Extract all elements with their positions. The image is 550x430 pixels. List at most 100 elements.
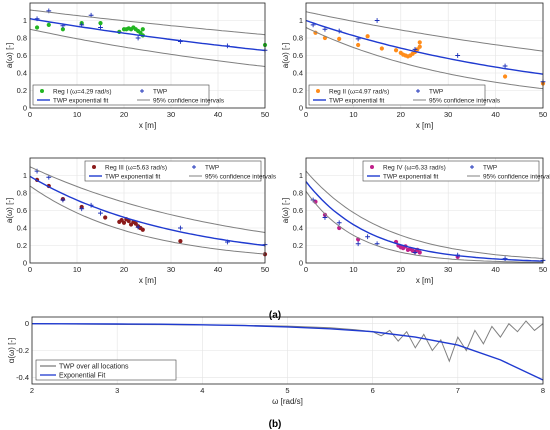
legend-box — [362, 160, 540, 182]
y-tick-label: 0 — [25, 319, 29, 328]
y-tick-label: 0.8 — [293, 34, 303, 43]
x-tick-label: 30 — [444, 110, 452, 119]
y-tick-label: 0 — [23, 104, 27, 113]
legend-swatch — [140, 89, 144, 93]
legend-box — [35, 359, 177, 381]
twp-point — [502, 63, 508, 69]
data-point — [322, 212, 328, 217]
data-point — [502, 74, 508, 79]
legend: Reg II (ω=4.97 rad/s) TWP TWP exponential … — [308, 84, 500, 106]
legend-entry: 95% confidence intervals — [429, 98, 500, 105]
x-axis-label: x [m] — [139, 276, 156, 285]
x-tick-label: 3 — [115, 386, 119, 395]
legend-entry: Reg II (ω=4.97 rad/s) — [329, 89, 389, 96]
twp-point — [60, 197, 66, 203]
y-tick-label: 0.2 — [17, 241, 27, 250]
legend-entry: 95% confidence intervals — [205, 174, 276, 181]
y-tick-label: 0.8 — [17, 189, 27, 198]
plot-frame — [29, 157, 266, 264]
y-tick-label: -0.4 — [16, 373, 29, 382]
y-tick-label: 1 — [299, 171, 303, 180]
x-tick-label: 40 — [214, 110, 222, 119]
y-tick-label: 0.6 — [17, 206, 27, 215]
x-tick-label: 10 — [73, 265, 81, 274]
twp-point — [502, 256, 508, 262]
data-point — [417, 44, 422, 49]
figure-label-b: (b) — [269, 419, 282, 430]
y-tick-label: -0.2 — [16, 346, 29, 355]
x-tick-label: 40 — [491, 265, 499, 274]
data-point — [60, 27, 65, 32]
twp-point — [135, 224, 141, 230]
confidence-interval-lower — [305, 191, 544, 263]
x-tick-label: 5 — [285, 386, 289, 395]
x-tick-label: 30 — [167, 265, 175, 274]
y-axis-label: a(ω) [-] — [5, 198, 14, 223]
y-axis-label: a(ω) [-] — [281, 198, 290, 223]
confidence-interval-lower — [305, 27, 544, 90]
x-tick-label: 50 — [261, 110, 269, 119]
data-point — [140, 227, 145, 232]
twp-point — [455, 53, 461, 58]
x-tick-label: 20 — [397, 265, 405, 274]
legend: Reg IV (ω=6.33 rad/s) TWP TWP exponential … — [362, 160, 550, 182]
y-tick-label: 0.8 — [17, 34, 27, 43]
data-point — [365, 34, 370, 39]
x-tick-label: 10 — [73, 110, 81, 119]
y-axis-label: a(ω) [-] — [281, 43, 290, 68]
y-tick-label: 0.4 — [17, 224, 27, 233]
x-tick-label: 10 — [349, 110, 357, 119]
y-tick-label: 0.2 — [293, 86, 303, 95]
data-point — [356, 42, 361, 48]
twp-point — [79, 206, 85, 212]
x-tick-label: 0 — [304, 265, 308, 274]
legend-entry: Exponential Fit — [59, 373, 105, 380]
legend-swatch — [370, 165, 374, 169]
data-point — [46, 22, 51, 27]
legend-swatch — [92, 165, 96, 169]
y-tick-label: 0.6 — [293, 206, 303, 215]
y-tick-label: 0.2 — [17, 86, 27, 95]
x-axis-label: x [m] — [416, 276, 433, 285]
y-axis-label: a(ω) [-] — [5, 43, 14, 68]
twp-point — [98, 210, 103, 216]
data-point — [178, 239, 183, 244]
x-tick-label: 20 — [120, 265, 128, 274]
legend-entry: TWP exponential fit — [329, 98, 385, 105]
x-tick-label: 0 — [28, 110, 32, 119]
twp-point — [135, 35, 141, 41]
x-tick-label: 8 — [541, 386, 545, 395]
x-tick-label: 20 — [397, 110, 405, 119]
legend-entry: TWP exponential fit — [105, 174, 161, 181]
x-tick-label: 10 — [349, 265, 357, 274]
exponential-fit-line — [29, 18, 266, 52]
plot-frame — [305, 2, 544, 109]
x-tick-label: 40 — [214, 265, 222, 274]
legend-box — [32, 84, 210, 106]
data-point — [417, 40, 422, 45]
plot-frame — [305, 157, 544, 264]
series-line — [31, 323, 544, 381]
chart-5: 2 3 4 5 6 7 8 0 -0.2 -0.4 ω [rad/s] α(ω) [-] TWP ove… — [7, 316, 545, 406]
plot-frame — [31, 316, 544, 385]
y-tick-label: 0.8 — [293, 189, 303, 198]
y-tick-label: 0.6 — [17, 51, 27, 60]
exponential-fit-line — [29, 175, 266, 247]
data-point — [393, 48, 399, 53]
data-point — [379, 46, 384, 51]
x-tick-label: 30 — [167, 110, 175, 119]
legend-entry: 95% confidence intervals — [153, 98, 224, 105]
y-tick-label: 0.2 — [293, 241, 303, 250]
y-tick-label: 0 — [299, 259, 303, 268]
legend-entry: Reg IV (ω=6.33 rad/s) — [383, 165, 446, 172]
legend-entry: TWP — [205, 165, 219, 172]
legend-entry: TWP — [153, 89, 167, 96]
y-tick-label: 0 — [299, 104, 303, 113]
data-point — [417, 250, 422, 255]
data-point — [337, 36, 342, 41]
exponential-fit-line — [305, 19, 544, 75]
legend-box — [308, 84, 486, 106]
confidence-interval-upper — [305, 11, 544, 52]
twp-point — [365, 234, 371, 240]
